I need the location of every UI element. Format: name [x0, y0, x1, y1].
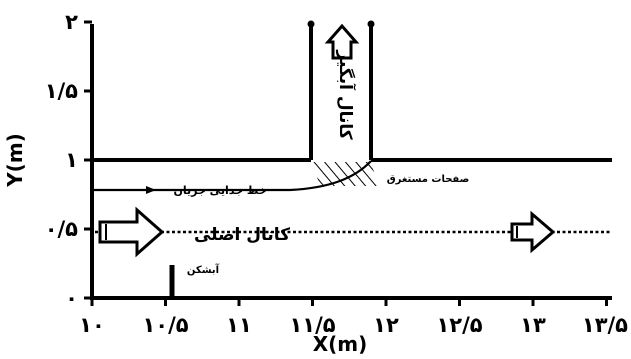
x-tick-label: ۱۲/۵: [436, 313, 482, 337]
branch-channel-label: کانال آبگیر: [335, 49, 357, 139]
y-tick-label: ۰/۵: [45, 217, 78, 241]
dividing-streamline-label: خط جدایی جریان: [173, 184, 266, 197]
y-axis-title: Y(m): [3, 133, 27, 188]
x-tick-label: ۱۰: [79, 313, 105, 337]
branch-outflow-arrow-icon: [324, 23, 360, 60]
y-tick-label: ۰: [65, 286, 78, 310]
submerged-plates-label: صفحات مستغرق: [387, 174, 470, 185]
x-axis-title: X(m): [313, 332, 368, 354]
spillway-label: آبشکن: [187, 263, 220, 276]
inflow-arrow-icon: [98, 206, 165, 258]
x-axis-ticks: ۱۰ ۱۰/۵ ۱۱ ۱۱/۵ ۱۲ ۱۲/۵ ۱۳ ۱۳/۵: [79, 298, 628, 337]
x-tick-label: ۱۱/۵: [289, 313, 335, 337]
branch-right-wall-cap: [367, 20, 375, 28]
x-tick-label: ۱۳/۵: [582, 313, 628, 337]
y-tick-label: ۲: [65, 10, 78, 34]
y-axis-ticks: ۰ ۰/۵ ۱ ۱/۵ ۲: [45, 10, 92, 310]
dividing-streamline-arrowhead: [146, 186, 156, 194]
main-channel-label: کانال اصلی: [194, 225, 290, 245]
x-tick-label: ۱۳: [520, 313, 546, 337]
x-tick-label: ۱۰/۵: [142, 313, 188, 337]
x-tick-label: ۱۲: [373, 313, 399, 337]
branch-left-wall-cap: [307, 20, 315, 28]
outflow-arrow-icon: [510, 210, 556, 254]
dividing-streamline: [92, 160, 372, 192]
submerged-plates-zone: [312, 162, 380, 186]
y-tick-label: ۱: [65, 148, 78, 172]
y-tick-label: ۱/۵: [45, 79, 78, 103]
x-tick-label: ۱۱: [226, 313, 252, 337]
